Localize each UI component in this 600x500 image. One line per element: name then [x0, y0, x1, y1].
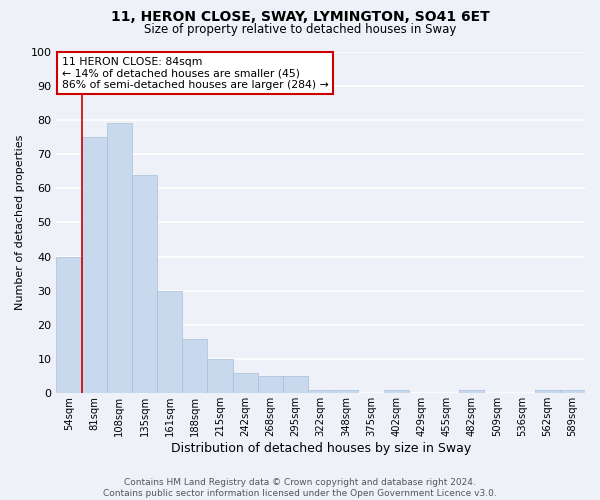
Text: 11, HERON CLOSE, SWAY, LYMINGTON, SO41 6ET: 11, HERON CLOSE, SWAY, LYMINGTON, SO41 6…	[110, 10, 490, 24]
Bar	[383, 390, 409, 394]
Bar	[82, 137, 107, 394]
Bar	[258, 376, 283, 394]
Text: 11 HERON CLOSE: 84sqm
← 14% of detached houses are smaller (45)
86% of semi-deta: 11 HERON CLOSE: 84sqm ← 14% of detached …	[62, 56, 328, 90]
Bar	[132, 174, 157, 394]
Bar	[182, 338, 208, 394]
Bar	[333, 390, 358, 394]
Bar	[459, 390, 484, 394]
Bar	[535, 390, 560, 394]
X-axis label: Distribution of detached houses by size in Sway: Distribution of detached houses by size …	[170, 442, 471, 455]
Bar	[56, 256, 82, 394]
Text: Contains HM Land Registry data © Crown copyright and database right 2024.
Contai: Contains HM Land Registry data © Crown c…	[103, 478, 497, 498]
Bar	[233, 373, 258, 394]
Bar	[283, 376, 308, 394]
Bar	[208, 359, 233, 394]
Bar	[157, 291, 182, 394]
Text: Size of property relative to detached houses in Sway: Size of property relative to detached ho…	[144, 22, 456, 36]
Bar	[308, 390, 333, 394]
Y-axis label: Number of detached properties: Number of detached properties	[15, 134, 25, 310]
Bar	[560, 390, 585, 394]
Bar	[107, 124, 132, 394]
